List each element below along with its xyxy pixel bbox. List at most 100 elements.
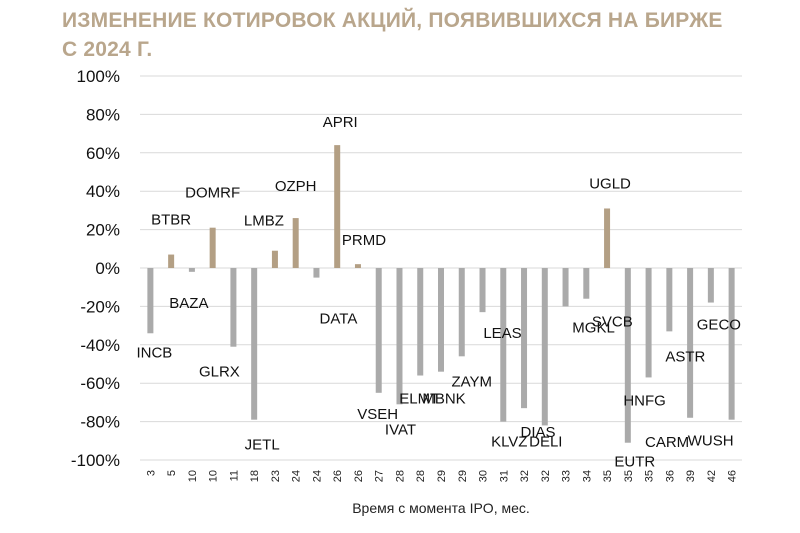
data-label-domrf: DOMRF — [185, 185, 240, 202]
data-label-carm: CARM — [645, 434, 689, 451]
data-label-prmd: PRMD — [342, 232, 386, 249]
y-tick-label: -80% — [80, 413, 120, 432]
bar-apri — [334, 145, 341, 268]
bars — [147, 145, 735, 443]
bar-hnfg — [645, 268, 652, 378]
data-label-glrx: GLRX — [199, 364, 240, 381]
data-label-apri: APRI — [323, 114, 358, 131]
data-label-svcb: SVCB — [592, 314, 633, 331]
x-tick-label: 11 — [228, 470, 240, 481]
x-tick-label: 29 — [436, 470, 448, 482]
chart-title-line-2: С 2024 Г. — [62, 38, 153, 61]
data-label-elmt: ELMT — [399, 391, 439, 408]
x-tick-label: 28 — [394, 470, 406, 482]
y-tick-label: 20% — [86, 221, 120, 240]
x-axis-label: Время с момента IPO, мес. — [352, 500, 530, 516]
x-tick-label: 10 — [208, 470, 220, 482]
y-tick-label: -100% — [71, 451, 120, 470]
bar-wush — [728, 268, 735, 420]
bar-lmbz — [271, 250, 278, 268]
data-label-leas: LEAS — [483, 325, 521, 342]
bar-astr — [666, 268, 673, 332]
bar-geco — [707, 268, 714, 303]
bar-mgkl — [562, 268, 569, 307]
y-tick-label: 40% — [86, 182, 120, 201]
bar-vseh — [375, 268, 382, 393]
x-tick-label: 31 — [498, 470, 510, 482]
data-label-btbr: BTBR — [151, 212, 191, 229]
bar-elmt — [417, 268, 424, 376]
bar-ivat — [396, 268, 403, 405]
x-tick-label: 23 — [270, 470, 282, 482]
x-tick-label: 10 — [187, 470, 199, 482]
x-tick-label: 24 — [311, 470, 323, 482]
bar-jetl — [251, 268, 258, 420]
x-tick-label: 35 — [644, 470, 656, 482]
bar-domrf — [209, 227, 216, 268]
data-label-mbnk: MBNK — [422, 391, 465, 408]
x-tick-label: 27 — [374, 470, 386, 482]
bar-dias — [521, 268, 528, 409]
data-label-eutr: EUTR — [614, 454, 655, 471]
y-tick-label: 80% — [86, 105, 120, 124]
bar-glrx — [230, 268, 237, 347]
data-label-klvz: KLVZ — [491, 434, 527, 451]
data-label-ugld: UGLD — [589, 175, 631, 192]
bar-data — [313, 268, 320, 278]
x-tick-label: 24 — [291, 470, 303, 482]
y-axis-ticks: 100% 80% 60% 40% 20% 0% -20% -40% -60% -80% -100% — [71, 67, 120, 470]
data-label-jetl: JETL — [245, 437, 280, 454]
bar-carm — [687, 268, 694, 418]
x-tick-label: 26 — [332, 470, 344, 482]
x-tick-label: 28 — [415, 470, 427, 482]
bar-mbnk — [438, 268, 444, 372]
y-tick-label: 0% — [95, 259, 120, 278]
data-label-astr: ASTR — [665, 348, 705, 365]
chart-title: ИЗМЕНЕНИЕ КОТИРОВОК АКЦИЙ, ПОЯВИВШИХСЯ Н… — [62, 6, 762, 64]
x-tick-label: 42 — [706, 470, 718, 482]
x-tick-label: 26 — [353, 470, 365, 482]
x-tick-label: 33 — [561, 470, 573, 482]
data-label-hnfg: HNFG — [623, 392, 666, 409]
data-label-zaym: ZAYM — [451, 373, 492, 390]
x-tick-label: 39 — [685, 470, 697, 482]
x-axis-ticks: 3 5 10 10 11 18 23 24 24 26 26 27 28 28 29 29 30 31 32 32 33… — [145, 470, 738, 482]
data-label-geco: GECO — [697, 317, 741, 334]
bar-zaym — [458, 268, 465, 357]
data-label-dias: DIAS — [521, 424, 556, 441]
y-tick-label: -40% — [80, 336, 120, 355]
bar-btbr — [168, 254, 175, 268]
bar-ugld — [604, 208, 611, 268]
y-tick-label: -60% — [80, 374, 120, 393]
y-tick-label: 100% — [77, 67, 120, 86]
data-label-lmbz: LMBZ — [244, 213, 284, 230]
x-tick-label: 29 — [457, 470, 469, 482]
data-label-wush: WUSH — [688, 433, 734, 450]
x-tick-label: 46 — [727, 470, 739, 482]
data-label-baza: BAZA — [169, 295, 208, 312]
bar-ozph — [292, 218, 299, 268]
data-label-deli: DELI — [529, 433, 562, 450]
chart-title-line-1: ИЗМЕНЕНИЕ КОТИРОВОК АКЦИЙ, ПОЯВИВШИХСЯ Н… — [62, 9, 723, 32]
x-tick-label: 35 — [623, 470, 635, 482]
gridlines — [140, 75, 742, 461]
x-tick-label: 30 — [478, 470, 490, 482]
data-labels: INCB BTBR BAZA DOMRF GLRX JETL LMBZ OZPH DATA APR… — [136, 114, 740, 471]
data-label-incb: INCB — [136, 344, 172, 361]
data-label-ivat: IVAT — [385, 421, 416, 438]
y-tick-label: 60% — [86, 144, 120, 163]
y-tick-label: -20% — [80, 297, 120, 316]
x-tick-label: 3 — [145, 470, 157, 476]
bar-eutr — [624, 268, 631, 443]
bar-incb — [147, 268, 154, 334]
data-label-mgkl: MGKL — [572, 319, 615, 336]
x-tick-label: 34 — [581, 470, 593, 482]
bar-deli — [541, 268, 548, 426]
x-tick-label: 35 — [602, 470, 614, 482]
x-tick-label: 18 — [249, 470, 261, 482]
bar-prmd — [354, 264, 361, 268]
x-tick-label: 32 — [540, 470, 552, 482]
data-label-ozph: OZPH — [275, 178, 317, 195]
x-tick-label: 36 — [664, 470, 676, 482]
